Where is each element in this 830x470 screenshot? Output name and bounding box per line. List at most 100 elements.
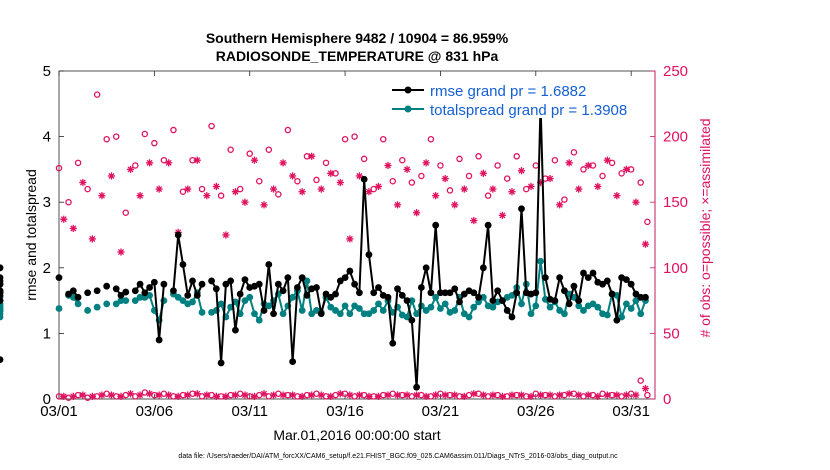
series-point bbox=[179, 297, 187, 304]
obs-low-assimilated-point bbox=[184, 391, 192, 399]
series-point bbox=[251, 310, 258, 318]
series-point bbox=[541, 295, 549, 303]
obs-possible-point bbox=[456, 155, 463, 163]
x-tick-label: 03/26 bbox=[517, 403, 555, 420]
obs-possible-point bbox=[322, 159, 330, 167]
obs-low-assimilated-point bbox=[498, 392, 507, 400]
obs-assimilated-point bbox=[346, 235, 354, 243]
series-point bbox=[327, 303, 335, 311]
series-point bbox=[217, 300, 225, 308]
obs-assimilated-point bbox=[365, 188, 373, 196]
x-tick-label: 03/01 bbox=[40, 403, 78, 420]
obs-possible-point bbox=[93, 91, 101, 98]
series-point bbox=[642, 293, 649, 301]
obs-possible-point bbox=[217, 192, 225, 199]
obs-possible-point bbox=[389, 177, 397, 185]
y-tick-label: 5 bbox=[43, 63, 51, 80]
obs-possible-point bbox=[408, 179, 416, 186]
series-point bbox=[217, 359, 225, 367]
series-point bbox=[465, 313, 473, 321]
series-point bbox=[93, 303, 101, 311]
series-point bbox=[608, 290, 616, 298]
series-point bbox=[351, 280, 359, 288]
series-point bbox=[422, 264, 430, 272]
obs-low-assimilated-point bbox=[165, 391, 173, 399]
series-point bbox=[637, 310, 645, 318]
series-point bbox=[627, 305, 635, 312]
series-point bbox=[336, 277, 344, 285]
x-axis: 03/01 03/06 03/11 03/16 03/21 03/26 03/31 bbox=[40, 71, 650, 420]
series-point bbox=[556, 307, 564, 314]
series-point bbox=[0, 356, 4, 364]
series-point bbox=[136, 280, 144, 288]
series-point bbox=[284, 274, 292, 282]
series-point bbox=[241, 276, 249, 284]
series-point bbox=[479, 264, 487, 272]
obs-possible-point bbox=[65, 198, 72, 206]
obs-low-assimilated-point bbox=[136, 391, 144, 399]
series-point bbox=[294, 284, 301, 291]
obs-assimilated-point bbox=[165, 159, 173, 167]
obs-low-assimilated-point bbox=[403, 391, 411, 399]
series-point bbox=[346, 310, 354, 318]
obs-low-assimilated-point bbox=[355, 391, 363, 399]
series-point bbox=[332, 307, 339, 314]
obs-assimilated-point bbox=[327, 169, 335, 177]
series-point bbox=[0, 264, 4, 272]
series-point bbox=[437, 305, 444, 312]
obs-low-assimilated-point bbox=[575, 391, 583, 399]
series-point bbox=[494, 287, 502, 295]
obs-low-assimilated-point bbox=[479, 391, 487, 399]
series-point bbox=[0, 287, 4, 295]
series-point bbox=[460, 290, 468, 298]
obs-low-assimilated-point bbox=[298, 392, 306, 400]
obs-low-assimilated-point bbox=[269, 391, 278, 399]
obs-low-assimilated-point bbox=[393, 391, 402, 399]
y-tick-label: 2 bbox=[43, 260, 51, 277]
series-point bbox=[551, 297, 559, 304]
series-point bbox=[541, 274, 549, 282]
plot-area bbox=[58, 70, 656, 400]
x-axis-label: Mar.01,2016 00:00:00 start bbox=[273, 427, 440, 443]
obs-low-assimilated-point bbox=[174, 392, 182, 400]
series-point bbox=[198, 309, 206, 316]
obs-possible-point bbox=[427, 135, 435, 143]
y-tick-label: 0 bbox=[43, 391, 51, 408]
series-point bbox=[122, 297, 130, 304]
obs-assimilated-point bbox=[126, 165, 135, 173]
series-point bbox=[427, 303, 435, 311]
obs-possible-point bbox=[151, 139, 158, 147]
series-point bbox=[346, 267, 354, 275]
series-point bbox=[437, 289, 444, 297]
obs-low-assimilated-point bbox=[346, 391, 354, 399]
obs-possible-point bbox=[446, 187, 454, 194]
series-point bbox=[379, 307, 387, 314]
obs-possible-point bbox=[84, 185, 91, 193]
series-point bbox=[408, 297, 416, 304]
obs-low-assimilated-point bbox=[422, 392, 430, 400]
obs-assimilated-point bbox=[565, 159, 573, 167]
series-point bbox=[561, 287, 568, 295]
series-point bbox=[546, 303, 554, 311]
series-point bbox=[432, 293, 440, 301]
series-point bbox=[422, 307, 430, 314]
series-point bbox=[398, 291, 406, 299]
obs-possible-point bbox=[437, 162, 444, 169]
obs-low-assimilated-point bbox=[79, 391, 87, 399]
obs-possible-point bbox=[112, 133, 120, 140]
obs-possible-point bbox=[265, 146, 273, 153]
series-point bbox=[456, 298, 463, 306]
obs-assimilated-point bbox=[231, 188, 240, 196]
obs-possible-point bbox=[503, 175, 511, 182]
series-point bbox=[103, 300, 111, 308]
obs-possible-point bbox=[294, 177, 301, 185]
obs-low-assimilated-point bbox=[365, 392, 373, 400]
y-axis-left: 0 1 2 3 4 5 bbox=[43, 63, 64, 408]
obs-possible-point bbox=[122, 209, 130, 216]
obs-low-assimilated-point bbox=[556, 391, 564, 399]
x-tick-label: 03/16 bbox=[326, 403, 364, 420]
series-point bbox=[441, 300, 449, 308]
obs-low-assimilated-point bbox=[98, 391, 106, 399]
series-point bbox=[150, 278, 158, 286]
series-point bbox=[451, 285, 459, 293]
